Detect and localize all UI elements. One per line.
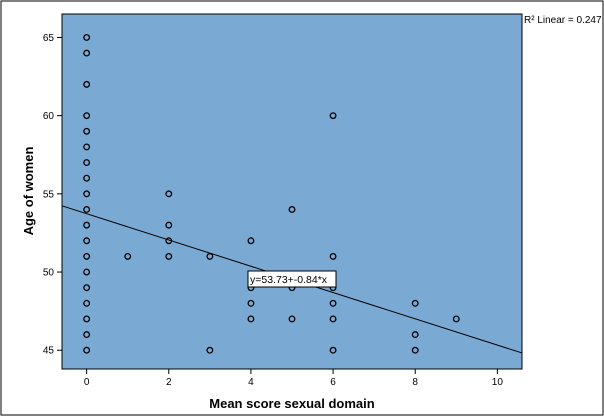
y-axis-label: Age of women [21, 147, 36, 236]
data-point [452, 315, 460, 323]
data-point [83, 315, 91, 323]
data-point [247, 315, 255, 323]
data-point [83, 49, 91, 57]
y-tick-label: 60 [43, 111, 55, 122]
data-point [83, 346, 91, 354]
data-point [288, 315, 296, 323]
data-point [206, 252, 214, 260]
data-point [83, 221, 91, 229]
data-point [83, 237, 91, 245]
data-point [83, 252, 91, 260]
data-point [206, 346, 214, 354]
data-point [411, 299, 419, 307]
r2-label: R² Linear = 0.247 [524, 15, 602, 26]
x-tick-label: 8 [412, 377, 418, 388]
fit-equation-box: y=53.73+-0.84*x [247, 270, 337, 288]
x-tick-label: 2 [166, 377, 172, 388]
x-axis: 0 2 4 6 8 10 [84, 369, 503, 388]
data-point [165, 237, 173, 245]
data-point [247, 299, 255, 307]
data-point [329, 252, 337, 260]
data-point [83, 174, 91, 182]
data-point [83, 299, 91, 307]
data-point [83, 112, 91, 120]
data-points [83, 34, 460, 354]
data-point [411, 331, 419, 339]
y-tick-label: 55 [43, 189, 55, 200]
x-axis-label: Mean score sexual domain [209, 396, 375, 411]
data-point [411, 346, 419, 354]
data-point [329, 315, 337, 323]
data-point [329, 299, 337, 307]
data-point [83, 159, 91, 167]
data-point [165, 221, 173, 229]
data-point [83, 268, 91, 276]
data-point [329, 112, 337, 120]
data-point [83, 331, 91, 339]
y-axis: 45 50 55 60 65 [43, 33, 62, 357]
data-point [83, 284, 91, 292]
x-tick-label: 6 [330, 377, 336, 388]
data-point [83, 143, 91, 151]
data-point [83, 206, 91, 213]
data-point [165, 252, 173, 260]
data-point [288, 206, 296, 213]
data-point [165, 190, 173, 198]
y-tick-label: 45 [43, 346, 55, 357]
data-point [124, 252, 132, 260]
data-point [329, 346, 337, 354]
data-point [247, 237, 255, 245]
fit-equation-label: y=53.73+-0.84*x [250, 274, 328, 286]
y-tick-label: 65 [43, 33, 55, 44]
y-tick-label: 50 [43, 268, 55, 279]
x-tick-label: 4 [248, 377, 254, 388]
data-point [83, 80, 91, 88]
data-point [83, 190, 91, 198]
x-tick-label: 10 [492, 377, 504, 388]
x-tick-label: 0 [84, 377, 90, 388]
data-point [83, 127, 91, 135]
data-point [83, 34, 91, 41]
plot-area [61, 13, 523, 370]
